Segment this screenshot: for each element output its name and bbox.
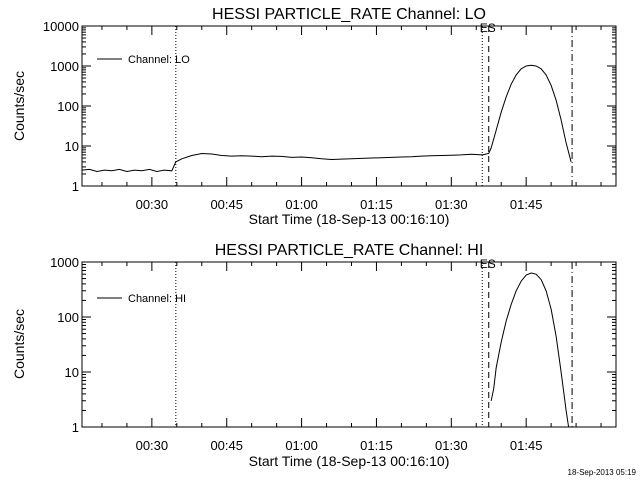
legend-lo: Channel: LO — [97, 54, 190, 66]
y-axis-label-lo: Counts/sec — [11, 71, 27, 141]
y-tick-label: 10000 — [43, 19, 79, 34]
legend-label-hi: Channel: HI — [128, 293, 186, 305]
plot-frame-hi — [81, 261, 617, 428]
x-tick-label: 00:30 — [136, 438, 169, 453]
y-tick-label: 10 — [65, 139, 79, 154]
marker-label: ES — [480, 257, 496, 271]
y-tick-label: 1000 — [50, 255, 79, 270]
timestamp: 18-Sep-2013 05:19 — [568, 468, 637, 477]
x-tick-label: 01:00 — [285, 438, 318, 453]
y-tick-label: 100 — [57, 99, 79, 114]
x-tick-label: 01:45 — [510, 438, 543, 453]
chart-title-lo: HESSI PARTICLE_RATE Channel: LO — [212, 6, 486, 23]
x-ticks-lo: 00:30 00:45 01:00 01:15 01:30 01:45 — [101, 26, 602, 212]
y-ticks-hi: 1 10 100 1000 — [50, 255, 616, 435]
x-tick-label: 01:15 — [360, 438, 393, 453]
y-tick-label: 1000 — [50, 59, 79, 74]
panel-hi: HESSI PARTICLE_RATE Channel: HI 1 10 100 10… — [11, 242, 617, 469]
x-axis-label-lo: Start Time (18-Sep-13 00:16:10) — [249, 211, 450, 227]
legend-label-lo: Channel: LO — [128, 54, 190, 66]
series-line-lo — [81, 64, 572, 173]
x-tick-label: 00:45 — [210, 197, 243, 212]
plot-frame-lo — [81, 25, 617, 187]
x-tick-label: 00:30 — [136, 197, 169, 212]
y-axis-label-hi: Counts/sec — [11, 309, 27, 379]
legend-hi: Channel: HI — [97, 293, 186, 305]
y-tick-label: 100 — [57, 310, 79, 325]
x-tick-label: 01:30 — [435, 438, 468, 453]
x-ticks-hi: 00:30 00:45 01:00 01:15 01:30 01:45 — [101, 262, 602, 453]
x-tick-label: 01:45 — [510, 197, 543, 212]
series-line-hi — [490, 272, 570, 428]
x-axis-label-hi: Start Time (18-Sep-13 00:16:10) — [249, 453, 450, 469]
markers-hi: ES — [175, 257, 573, 427]
y-tick-label: 1 — [72, 420, 79, 435]
x-tick-label: 00:45 — [210, 438, 243, 453]
y-tick-label: 10 — [65, 365, 79, 380]
marker-label: ES — [480, 21, 496, 35]
y-tick-label: 1 — [72, 179, 79, 194]
markers-lo: ES — [175, 21, 573, 186]
y-ticks-lo: 1 10 100 1000 10000 — [43, 19, 616, 194]
panel-lo: HESSI PARTICLE_RATE Channel: LO 1 10 100 10… — [11, 6, 617, 227]
x-tick-label: 01:30 — [435, 197, 468, 212]
x-tick-label: 01:15 — [360, 197, 393, 212]
chart-title-hi: HESSI PARTICLE_RATE Channel: HI — [215, 242, 484, 259]
x-tick-label: 01:00 — [285, 197, 318, 212]
